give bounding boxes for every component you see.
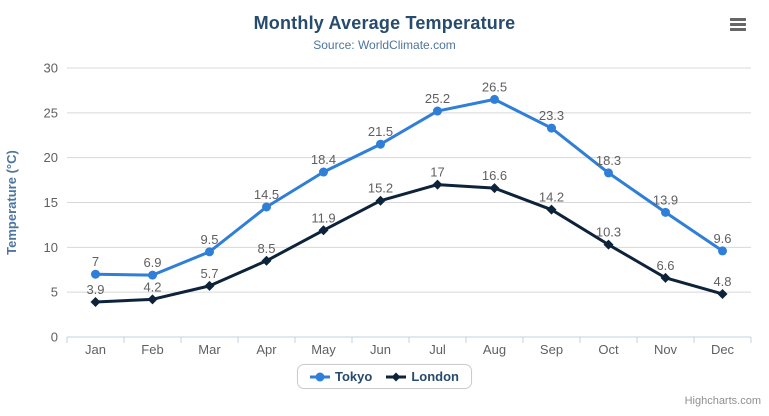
data-label: 18.3: [596, 153, 621, 168]
x-axis: [66, 336, 752, 343]
legend-item-tokyo[interactable]: Tokyo: [310, 369, 372, 384]
data-label: 16.6: [482, 168, 507, 183]
tokyo-point-Oct[interactable]: [604, 168, 613, 178]
svg-text:20: 20: [44, 150, 58, 165]
data-label: 25.2: [425, 91, 450, 106]
hamburger-icon: [730, 22, 746, 26]
tokyo-point-Jul[interactable]: [433, 106, 442, 116]
tokyo-point-Apr[interactable]: [262, 202, 271, 212]
london-line: [94, 183, 724, 304]
series-london: 3.9 4.2 5.7 8.5 11.9 15.2 17 16.6 14.2 10.3 6.6 4.8: [86, 165, 732, 308]
svg-text:Nov: Nov: [654, 342, 678, 357]
chart-title: Monthly Average Temperature: [253, 13, 516, 33]
svg-text:Jun: Jun: [370, 342, 391, 357]
legend-label-london: London: [411, 369, 459, 384]
data-label: 15.2: [368, 181, 393, 196]
legend-label-tokyo: Tokyo: [335, 369, 373, 384]
legend: Tokyo London: [0, 364, 769, 389]
hamburger-icon: [730, 27, 746, 31]
data-label: 10.3: [596, 225, 621, 240]
series-tokyo: 7 6.9 9.5 14.5 18.4 21.5 25.2 26.5 23.3 18.3 13.9 9…: [91, 79, 732, 280]
svg-text:15: 15: [44, 195, 58, 210]
london-point-May[interactable]: [318, 225, 329, 236]
data-label: 17: [430, 165, 444, 180]
london-point-Feb[interactable]: [147, 294, 158, 305]
credits-link[interactable]: Highcharts.com: [684, 395, 761, 407]
tokyo-point-May[interactable]: [319, 167, 328, 177]
london-series-marker-icon: [386, 372, 407, 381]
london-point-Apr[interactable]: [261, 255, 272, 266]
hamburger-icon: [730, 17, 746, 21]
data-label: 8.5: [257, 241, 275, 256]
london-point-Jun[interactable]: [375, 195, 386, 206]
data-label: 7: [92, 254, 99, 269]
svg-text:Dec: Dec: [711, 342, 735, 357]
svg-text:Sep: Sep: [540, 342, 563, 357]
london-point-Jan[interactable]: [90, 297, 101, 308]
data-label: 4.8: [713, 274, 731, 289]
data-label: 3.9: [86, 282, 104, 297]
data-label: 4.2: [143, 279, 161, 294]
data-label: 11.9: [311, 210, 335, 225]
svg-text:Oct: Oct: [598, 342, 619, 357]
svg-text:10: 10: [44, 240, 58, 255]
data-label: 21.5: [368, 124, 393, 139]
svg-text:Aug: Aug: [483, 342, 506, 357]
x-axis-labels: Jan Feb Mar Apr May Jun Jul Aug Sep Oct Nov Dec: [85, 342, 735, 357]
svg-text:Mar: Mar: [198, 342, 221, 357]
london-point-Aug[interactable]: [489, 183, 500, 194]
london-point-Mar[interactable]: [204, 280, 215, 291]
svg-text:5: 5: [51, 285, 58, 300]
tokyo-series-marker-icon: [310, 372, 330, 381]
tokyo-point-Dec[interactable]: [718, 246, 727, 256]
london-point-Jul[interactable]: [432, 179, 443, 190]
legend-item-london[interactable]: London: [386, 369, 459, 384]
tokyo-point-Aug[interactable]: [490, 94, 499, 104]
data-label: 6.9: [143, 255, 161, 270]
data-label: 26.5: [482, 79, 507, 94]
data-label: 14.5: [254, 187, 279, 202]
tokyo-point-Jan[interactable]: [91, 269, 100, 279]
data-label: 9.6: [713, 231, 731, 246]
tokyo-point-Feb[interactable]: [148, 270, 157, 280]
data-label: 5.7: [200, 266, 218, 281]
data-label: 6.6: [656, 258, 674, 273]
data-label: 13.9: [653, 192, 678, 207]
london-point-Dec[interactable]: [717, 288, 728, 299]
tokyo-point-Nov[interactable]: [661, 207, 670, 217]
y-axis-title: Temperature (°C): [4, 150, 19, 255]
tokyo-point-Mar[interactable]: [205, 247, 214, 257]
data-label: 18.4: [311, 152, 336, 167]
svg-text:25: 25: [44, 105, 58, 120]
tokyo-point-Sep[interactable]: [547, 123, 556, 133]
data-label: 23.3: [539, 108, 564, 123]
export-menu-button[interactable]: [729, 14, 751, 34]
london-point-Nov[interactable]: [660, 272, 671, 283]
tokyo-point-Jun[interactable]: [376, 139, 385, 149]
data-label: 14.2: [539, 190, 564, 205]
tokyo-line: [94, 97, 724, 277]
y-axis-labels: 0 5 10 15 20 25 30: [44, 61, 58, 345]
svg-text:Apr: Apr: [256, 342, 277, 357]
svg-text:Jan: Jan: [85, 342, 106, 357]
svg-text:0: 0: [51, 330, 58, 345]
svg-text:30: 30: [44, 61, 58, 76]
svg-text:Jul: Jul: [429, 342, 446, 357]
svg-text:May: May: [311, 342, 336, 357]
svg-text:Feb: Feb: [141, 342, 163, 357]
legend-box: Tokyo London: [297, 364, 472, 389]
london-point-Oct[interactable]: [603, 239, 614, 250]
chart-subtitle: Source: WorldClimate.com: [313, 38, 456, 52]
london-point-Sep[interactable]: [546, 204, 557, 215]
data-label: 9.5: [200, 232, 218, 247]
